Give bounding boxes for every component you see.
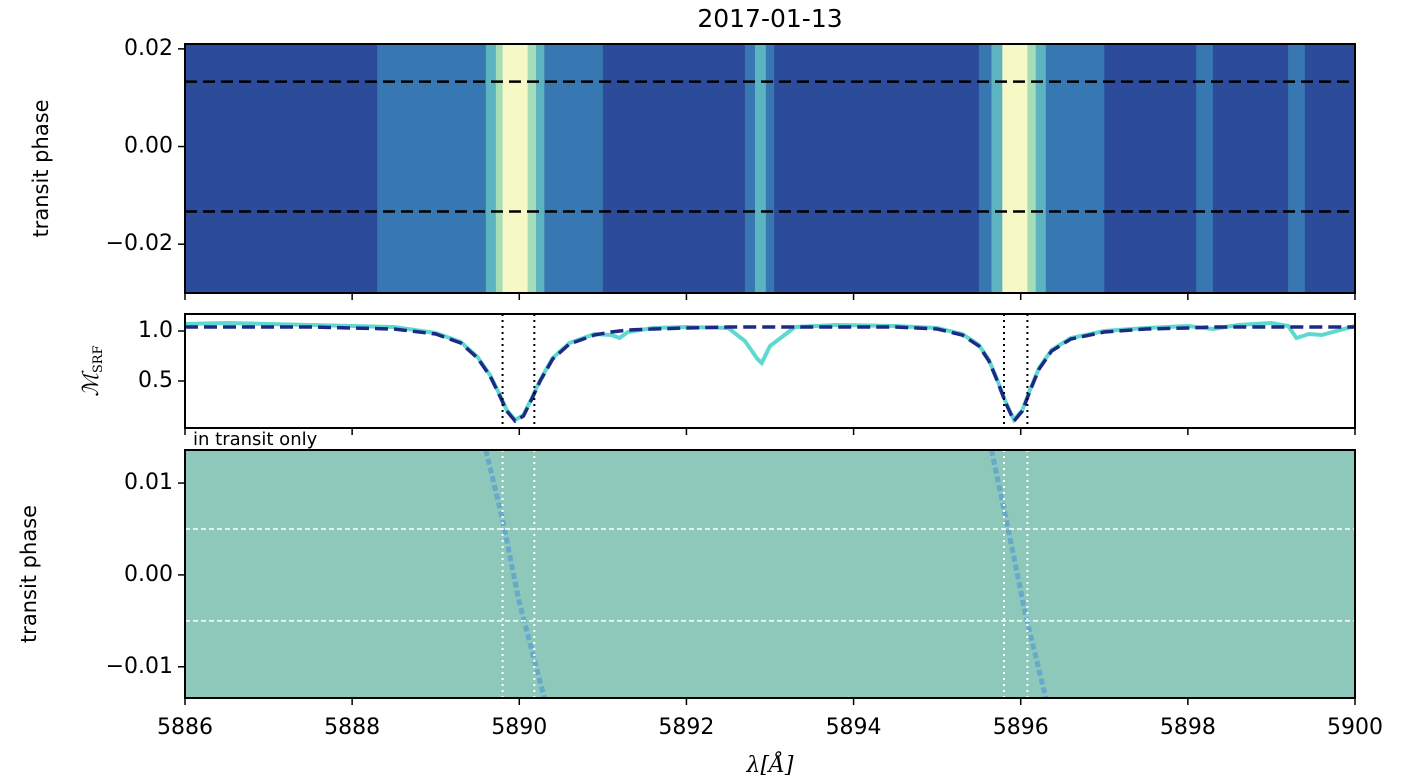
heatmap-cell bbox=[495, 44, 504, 293]
heatmap-cell bbox=[978, 44, 992, 293]
y-tick-label: −0.01 bbox=[106, 654, 173, 679]
axes-frame bbox=[184, 43, 1356, 294]
series-line bbox=[185, 320, 1355, 424]
x-tick-label: 5896 bbox=[993, 715, 1049, 740]
heatmap-cell bbox=[1045, 44, 1105, 293]
x-tick-label: 5886 bbox=[157, 715, 213, 740]
heatmap-cell bbox=[765, 44, 775, 293]
heatmap-cell bbox=[485, 44, 497, 293]
heatmap-cell bbox=[1288, 44, 1306, 293]
heatmap-cell bbox=[1104, 44, 1197, 293]
heatmap-cell bbox=[602, 44, 746, 293]
y-axis-label: transit phase bbox=[17, 505, 41, 643]
heatmap-cell bbox=[1035, 44, 1047, 293]
heatmap-cell bbox=[1304, 44, 1355, 293]
heatmap-cell bbox=[536, 44, 545, 293]
heatmap-cell bbox=[1196, 44, 1214, 293]
x-tick-label: 5898 bbox=[1160, 715, 1216, 740]
heatmap-cell bbox=[185, 44, 378, 293]
y-axis-label: transit phase bbox=[29, 99, 53, 237]
axes-frame bbox=[184, 449, 1356, 699]
annotation: in transit only bbox=[193, 429, 318, 450]
x-tick-label: 5888 bbox=[324, 715, 380, 740]
heatmap-background bbox=[185, 450, 1355, 698]
plot-area bbox=[185, 44, 1355, 293]
heatmap-cell bbox=[502, 44, 529, 293]
heatmap-cell bbox=[469, 44, 487, 293]
x-axis-label: λ[Å] bbox=[746, 750, 794, 778]
y-axis-label: ℳSRF bbox=[79, 345, 106, 396]
x-tick-label: 5900 bbox=[1327, 715, 1383, 740]
x-tick-label: 5890 bbox=[491, 715, 547, 740]
series-line bbox=[185, 325, 1355, 425]
heatmap-cell bbox=[527, 44, 537, 293]
y-tick-label: 0.02 bbox=[124, 36, 173, 61]
y-axis-label-subscript: SRF bbox=[91, 345, 106, 373]
x-tick-label: 5892 bbox=[658, 715, 714, 740]
y-tick-label: −0.02 bbox=[106, 231, 173, 256]
plot-area bbox=[185, 314, 1355, 428]
heatmap-cell bbox=[774, 44, 980, 293]
plot-area bbox=[185, 450, 1355, 698]
y-tick-label: 0.00 bbox=[124, 562, 173, 587]
chart-title: 2017-01-13 bbox=[697, 4, 842, 33]
heatmap-cell bbox=[754, 44, 767, 293]
heatmap-cell bbox=[377, 44, 470, 293]
y-axis-label-main: ℳ bbox=[79, 370, 104, 397]
heatmap-cell bbox=[1002, 44, 1028, 293]
heatmap-cell bbox=[1212, 44, 1289, 293]
heatmap-cell bbox=[1027, 44, 1037, 293]
heatmap-cell bbox=[991, 44, 1003, 293]
y-tick-label: 1.0 bbox=[138, 318, 173, 343]
heatmap-cell bbox=[544, 44, 604, 293]
y-tick-label: 0.5 bbox=[138, 368, 173, 393]
residual-trail bbox=[483, 450, 547, 698]
x-tick-label: 5894 bbox=[826, 715, 882, 740]
residual-trail bbox=[989, 450, 1049, 698]
y-tick-label: 0.00 bbox=[124, 134, 173, 159]
heatmap-cell bbox=[744, 44, 756, 293]
axes-frame bbox=[184, 313, 1356, 429]
y-tick-label: 0.01 bbox=[124, 470, 173, 495]
